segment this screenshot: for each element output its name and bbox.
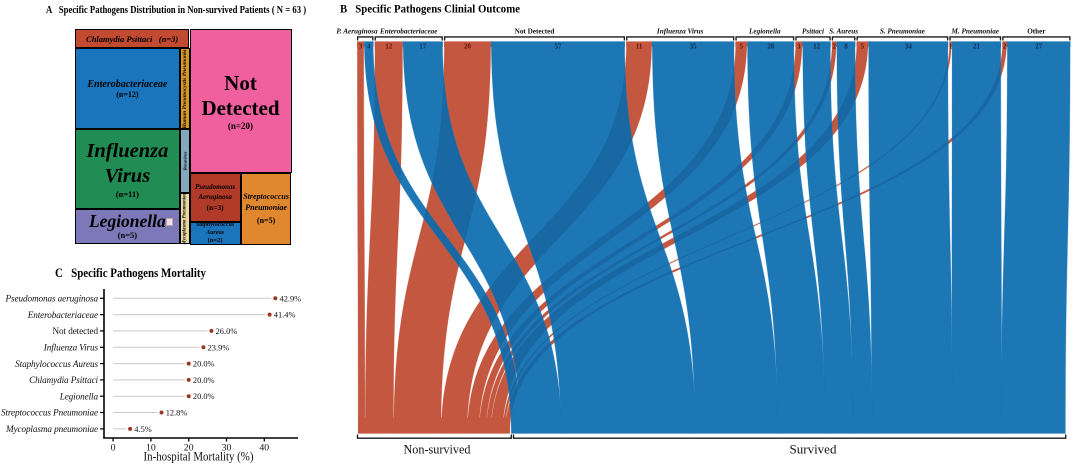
- svg-text:0: 0: [111, 442, 116, 453]
- svg-text:In-hospital Mortality (%): In-hospital Mortality (%): [144, 450, 254, 464]
- svg-text:20: 20: [767, 42, 775, 50]
- svg-text:Non-survived: Non-survived: [403, 443, 470, 457]
- svg-text:Pseudomonas aeruginosa: Pseudomonas aeruginosa: [5, 294, 99, 304]
- svg-text:4: 4: [367, 42, 371, 50]
- svg-text:8: 8: [844, 42, 848, 50]
- svg-text:Other: Other: [1027, 27, 1046, 35]
- svg-text:Psittaci: Psittaci: [802, 27, 824, 35]
- svg-text:S. Aureus: S. Aureus: [829, 27, 858, 35]
- svg-text:12: 12: [385, 42, 393, 50]
- svg-text:5: 5: [740, 42, 744, 50]
- svg-text:12.8%: 12.8%: [166, 409, 188, 418]
- svg-text:20: 20: [464, 42, 472, 50]
- svg-text:Enterobacteriaceae: Enterobacteriaceae: [27, 310, 98, 320]
- svg-text:20.0%: 20.0%: [193, 376, 215, 385]
- svg-text:35: 35: [690, 42, 698, 50]
- svg-text:10: 10: [146, 442, 156, 453]
- svg-text:Legionella: Legionella: [59, 391, 99, 401]
- svg-text:Not Detected: Not Detected: [515, 27, 555, 35]
- svg-text:4.5%: 4.5%: [134, 425, 151, 434]
- svg-text:M. Pneumoniae: M. Pneumoniae: [951, 27, 1000, 35]
- svg-text:27: 27: [1035, 42, 1043, 50]
- svg-text:Staphylococcus Aureus: Staphylococcus Aureus: [15, 359, 98, 369]
- svg-text:3: 3: [797, 42, 801, 50]
- svg-text:Influenza Virus: Influenza Virus: [43, 343, 99, 353]
- svg-text:26.0%: 26.0%: [216, 327, 238, 336]
- svg-text:20: 20: [184, 442, 194, 453]
- svg-text:17: 17: [419, 42, 427, 50]
- svg-text:57: 57: [555, 42, 563, 50]
- svg-text:20.0%: 20.0%: [193, 392, 215, 401]
- svg-text:Mycoplasma pneumoniae: Mycoplasma pneumoniae: [5, 424, 98, 434]
- svg-text:Influenza Virus: Influenza Virus: [656, 27, 704, 35]
- svg-text:34: 34: [905, 42, 913, 50]
- svg-text:40: 40: [259, 442, 269, 453]
- svg-text:30: 30: [222, 442, 232, 453]
- svg-text:1: 1: [949, 42, 953, 50]
- svg-text:21: 21: [973, 42, 981, 50]
- svg-text:12: 12: [813, 42, 821, 50]
- svg-text:Survived: Survived: [790, 442, 837, 457]
- svg-text:5: 5: [861, 42, 865, 50]
- svg-text:Legionella: Legionella: [748, 27, 781, 35]
- svg-text:23.9%: 23.9%: [208, 343, 230, 352]
- svg-text:Enterobacteriaceae: Enterobacteriaceae: [379, 27, 438, 35]
- svg-text:20.0%: 20.0%: [193, 360, 215, 369]
- svg-text:Streptococcus Pneumoniae: Streptococcus Pneumoniae: [1, 408, 98, 418]
- svg-text:Chlamydia Psittaci: Chlamydia Psittaci: [29, 375, 98, 385]
- svg-text:11: 11: [636, 42, 643, 50]
- svg-text:S. Pneumoniae: S. Pneumoniae: [880, 27, 926, 35]
- svg-text:P. Aeruginosa: P. Aeruginosa: [336, 27, 378, 35]
- svg-text:42.9%: 42.9%: [280, 294, 302, 303]
- svg-text:41.4%: 41.4%: [274, 311, 296, 320]
- svg-text:2: 2: [1003, 42, 1007, 50]
- svg-text:2: 2: [832, 42, 836, 50]
- svg-text:3: 3: [359, 42, 363, 50]
- svg-text:C Specific Pathogens Mortali: C Specific Pathogens Mortality: [55, 266, 207, 280]
- svg-text:B Specific Pathogens Clinial: B Specific Pathogens Clinial Outcome: [340, 4, 520, 16]
- svg-text:Not detected: Not detected: [53, 326, 99, 336]
